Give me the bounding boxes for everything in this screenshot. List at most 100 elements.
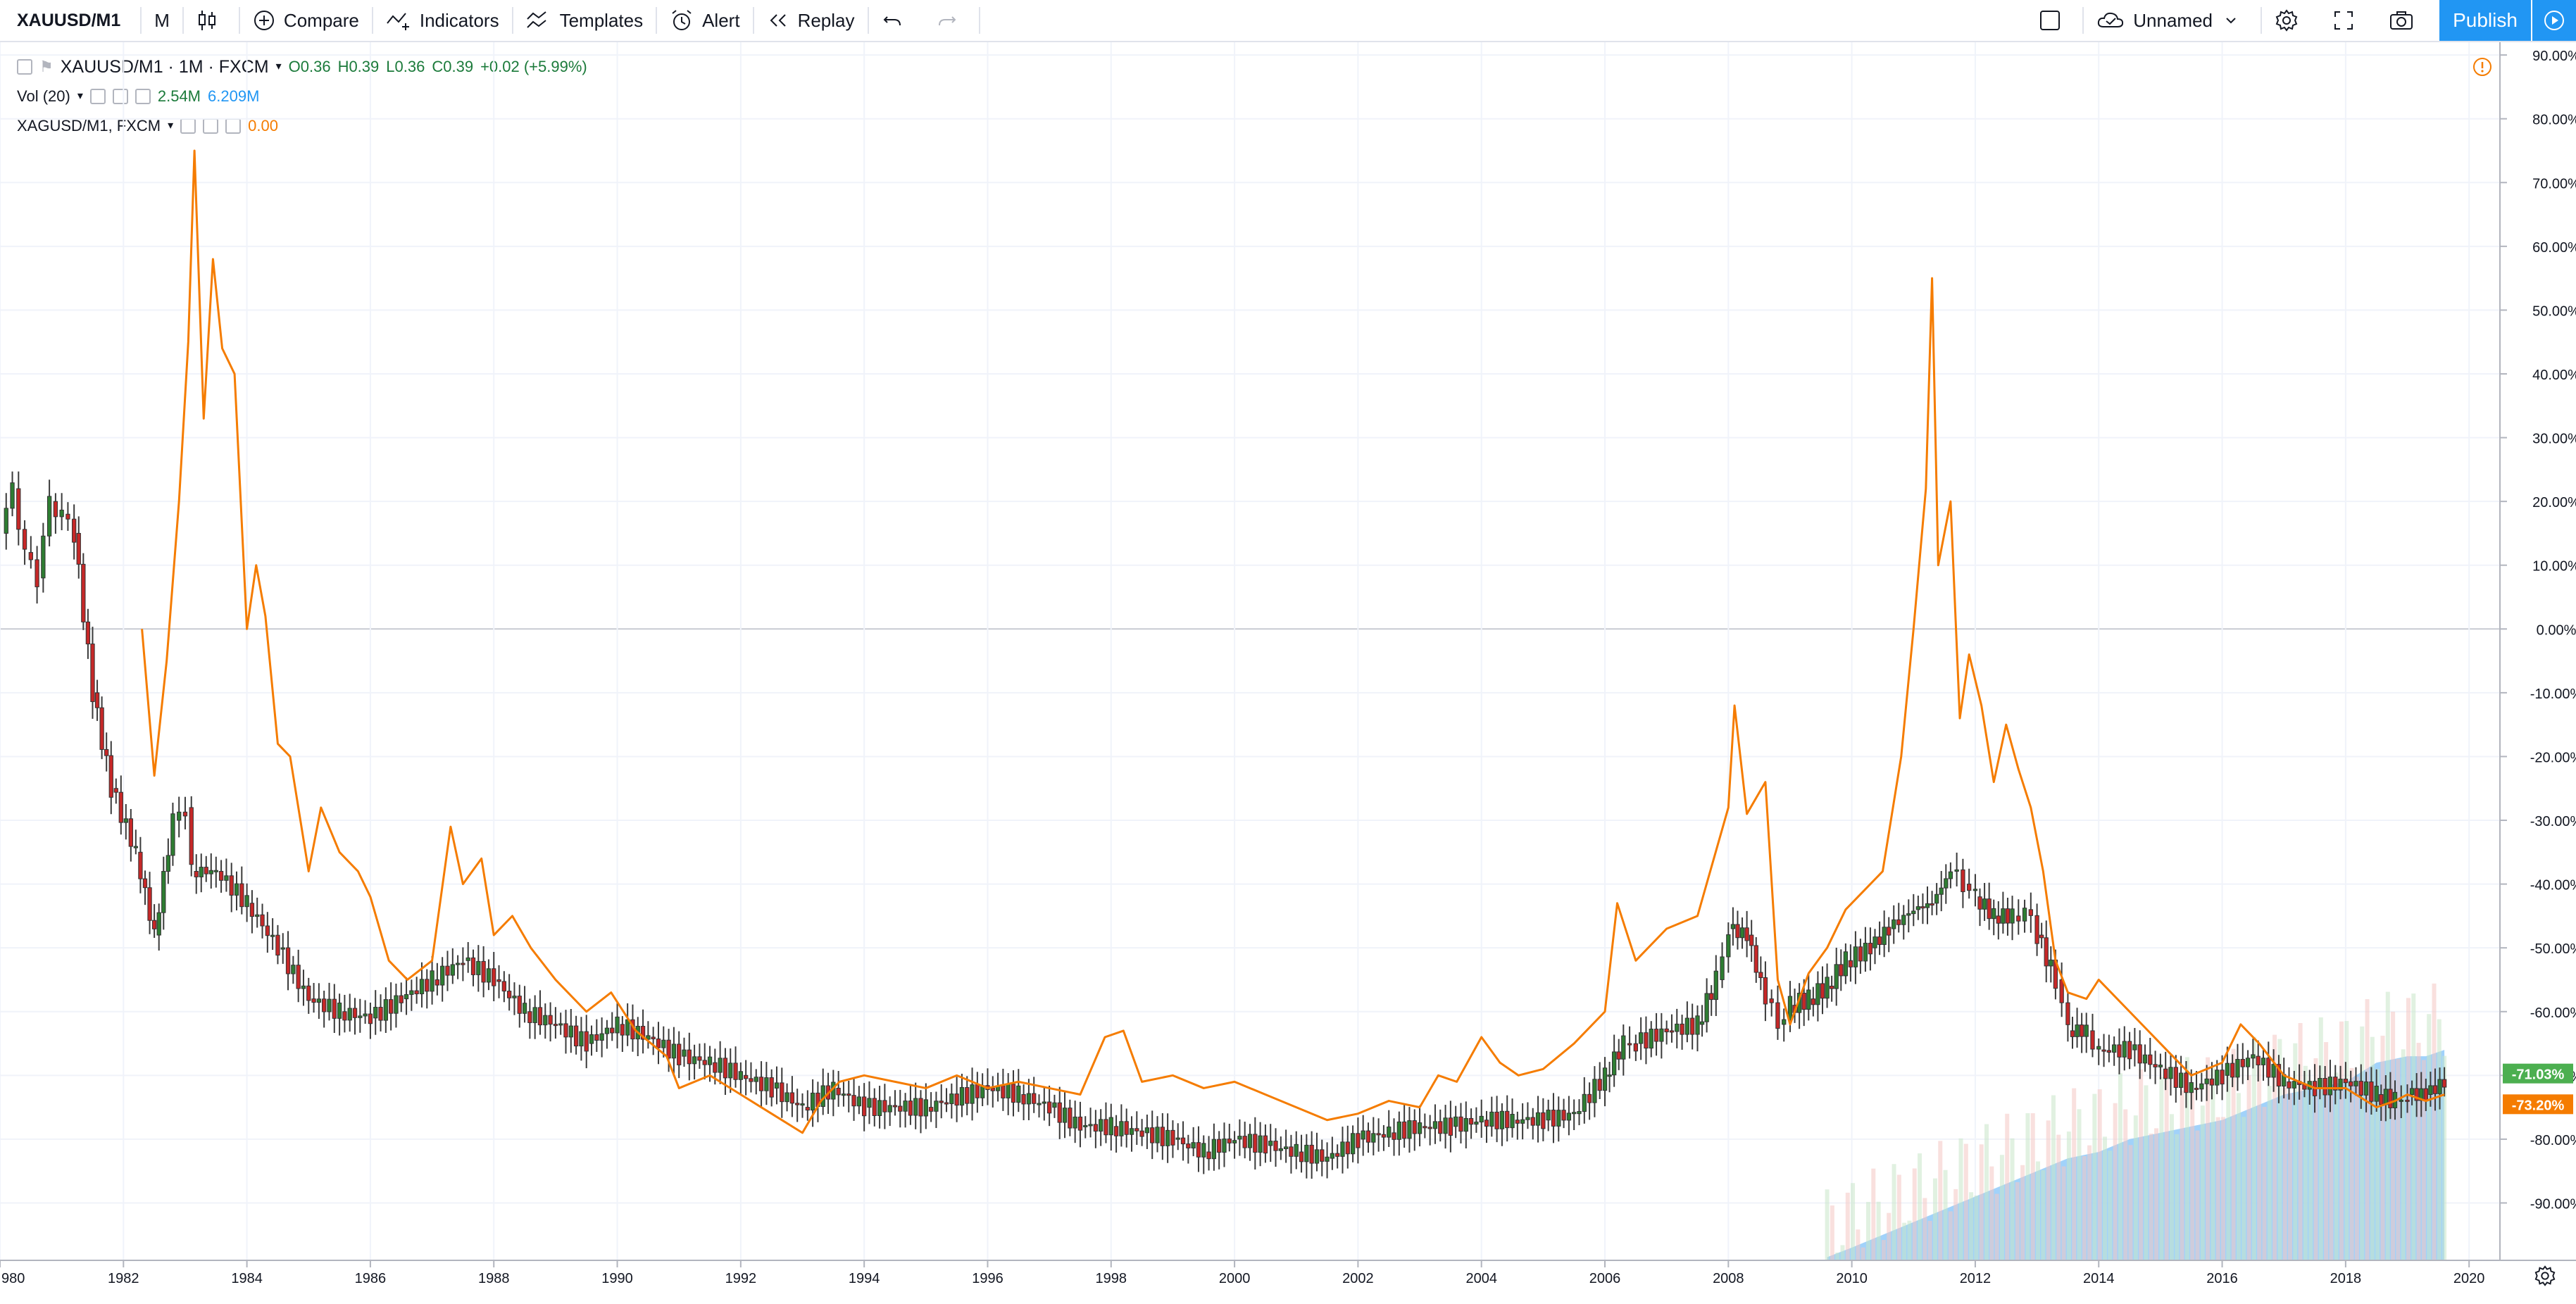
candle-body	[1211, 1139, 1217, 1160]
candle-body	[1103, 1119, 1108, 1136]
candle-body	[1494, 1111, 1499, 1129]
volume-bar	[1994, 1193, 1999, 1260]
candle-body	[291, 965, 296, 974]
candle-body	[671, 1043, 677, 1059]
snapshot-button[interactable]	[2376, 0, 2435, 41]
price-chart[interactable]: 90.00% 80.00% 70.00% 60.00% 50.00% 40.00% 30.0…	[0, 42, 2576, 1304]
candle-body	[872, 1098, 877, 1116]
candle-body	[138, 851, 143, 879]
y-tick-label: 80.00%	[2532, 113, 2576, 128]
volume-bar	[1881, 1240, 1886, 1260]
volume-bar	[2118, 1073, 2122, 1260]
volume-bar	[1892, 1164, 1896, 1260]
undo-button[interactable]	[869, 0, 924, 41]
candle-body	[620, 1024, 625, 1036]
gear-icon[interactable]	[2534, 1265, 2556, 1287]
candle-body	[2065, 1002, 2070, 1025]
candle-body	[887, 1105, 892, 1112]
volume-bar	[2139, 1069, 2144, 1260]
chart-legend: ⚑ XAUUSD/M1 · 1M · FXCM ▾ O0.36 H0.39 L0…	[17, 52, 594, 141]
alert-label: Alert	[702, 9, 740, 31]
chart-type-button[interactable]	[184, 0, 239, 41]
candle-body	[2106, 1050, 2112, 1053]
chevron-down-icon[interactable]: ▾	[168, 120, 174, 132]
candle-body	[1001, 1085, 1006, 1098]
candle-body	[481, 960, 486, 983]
candle-body	[543, 1015, 548, 1026]
candle-body	[10, 482, 15, 509]
candle-body	[1093, 1124, 1099, 1132]
volume-bar	[1845, 1192, 1850, 1260]
candle-body	[46, 496, 52, 537]
compare-symbol-label[interactable]: XAGUSD/M1, FXCM	[17, 117, 161, 134]
close-icon[interactable]	[135, 89, 151, 104]
fullscreen-button[interactable]	[2320, 0, 2376, 41]
play-button[interactable]	[2531, 0, 2576, 41]
candle-body	[1356, 1133, 1361, 1148]
candle-body	[1592, 1079, 1597, 1103]
candle-body	[1083, 1124, 1088, 1127]
candle-body	[170, 813, 175, 856]
indicators-button[interactable]: Indicators	[373, 0, 512, 41]
candle-body	[2084, 1024, 2089, 1037]
gear-icon[interactable]	[112, 89, 128, 104]
candle-body	[285, 947, 291, 974]
redo-button[interactable]	[924, 0, 979, 41]
volume-label[interactable]: Vol (20)	[17, 87, 70, 105]
settings-button[interactable]	[2262, 0, 2320, 41]
candle-body	[774, 1082, 780, 1089]
compare-button[interactable]: Compare	[240, 0, 372, 41]
layout-name-button[interactable]: Unnamed	[2084, 0, 2261, 41]
candle-body	[419, 979, 425, 995]
candle-body	[923, 1099, 928, 1117]
candle-body	[165, 855, 171, 872]
volume-bar	[2226, 1065, 2231, 1260]
collapse-icon[interactable]	[17, 59, 32, 75]
candle-body	[697, 1056, 702, 1061]
volume-bar	[2041, 1170, 2046, 1260]
symbol-search[interactable]: XAUUSD/M1	[17, 10, 121, 30]
main-symbol-label[interactable]: XAUUSD/M1 · 1M · FXCM	[60, 57, 269, 77]
candle-body	[1607, 1074, 1612, 1077]
candle-body	[2251, 1054, 2256, 1059]
info-icon[interactable]	[2472, 56, 2493, 77]
candle-body	[2001, 908, 2006, 924]
candle-body	[1530, 1117, 1535, 1126]
volume-bar	[1887, 1212, 1892, 1260]
volume-bar	[1835, 1252, 1840, 1260]
alert-button[interactable]: Alert	[657, 0, 752, 41]
redo-icon	[938, 16, 956, 26]
volume-bar	[1999, 1155, 2004, 1260]
templates-button[interactable]: Templates	[513, 0, 656, 41]
play-icon	[2544, 11, 2564, 30]
candle-body	[1848, 960, 1853, 967]
volume-bar	[2149, 1133, 2153, 1260]
candle-body	[898, 1105, 903, 1112]
candle-body	[1525, 1117, 1530, 1120]
candle-body	[2132, 1044, 2137, 1051]
candle-body	[656, 1038, 661, 1048]
volume-bar	[1938, 1141, 1943, 1260]
candle-body	[548, 1015, 553, 1025]
candle-body	[1129, 1128, 1134, 1135]
candle-body	[414, 990, 419, 995]
candle-body	[327, 998, 332, 1013]
candle-body	[280, 947, 285, 950]
candle-body	[1165, 1129, 1170, 1146]
candle-body	[1996, 915, 2001, 924]
candle-body	[2266, 1058, 2271, 1078]
eye-icon[interactable]	[89, 89, 106, 104]
chevron-down-icon[interactable]: ▾	[77, 90, 83, 102]
compare-series-line	[141, 149, 2445, 1134]
publish-button[interactable]: Publish	[2439, 0, 2531, 41]
high-value: H0.39	[337, 58, 380, 75]
candle-body	[749, 1078, 754, 1082]
interval-button[interactable]: M	[154, 9, 170, 31]
replay-button[interactable]: Replay	[754, 0, 868, 41]
candle-body	[440, 965, 445, 986]
chevron-down-icon[interactable]: ▾	[275, 61, 282, 73]
templates-label: Templates	[559, 9, 644, 31]
compare-label: Compare	[283, 9, 359, 31]
volume-bar	[2108, 1151, 2113, 1260]
fullscreen-toggle-button[interactable]	[2026, 0, 2082, 41]
